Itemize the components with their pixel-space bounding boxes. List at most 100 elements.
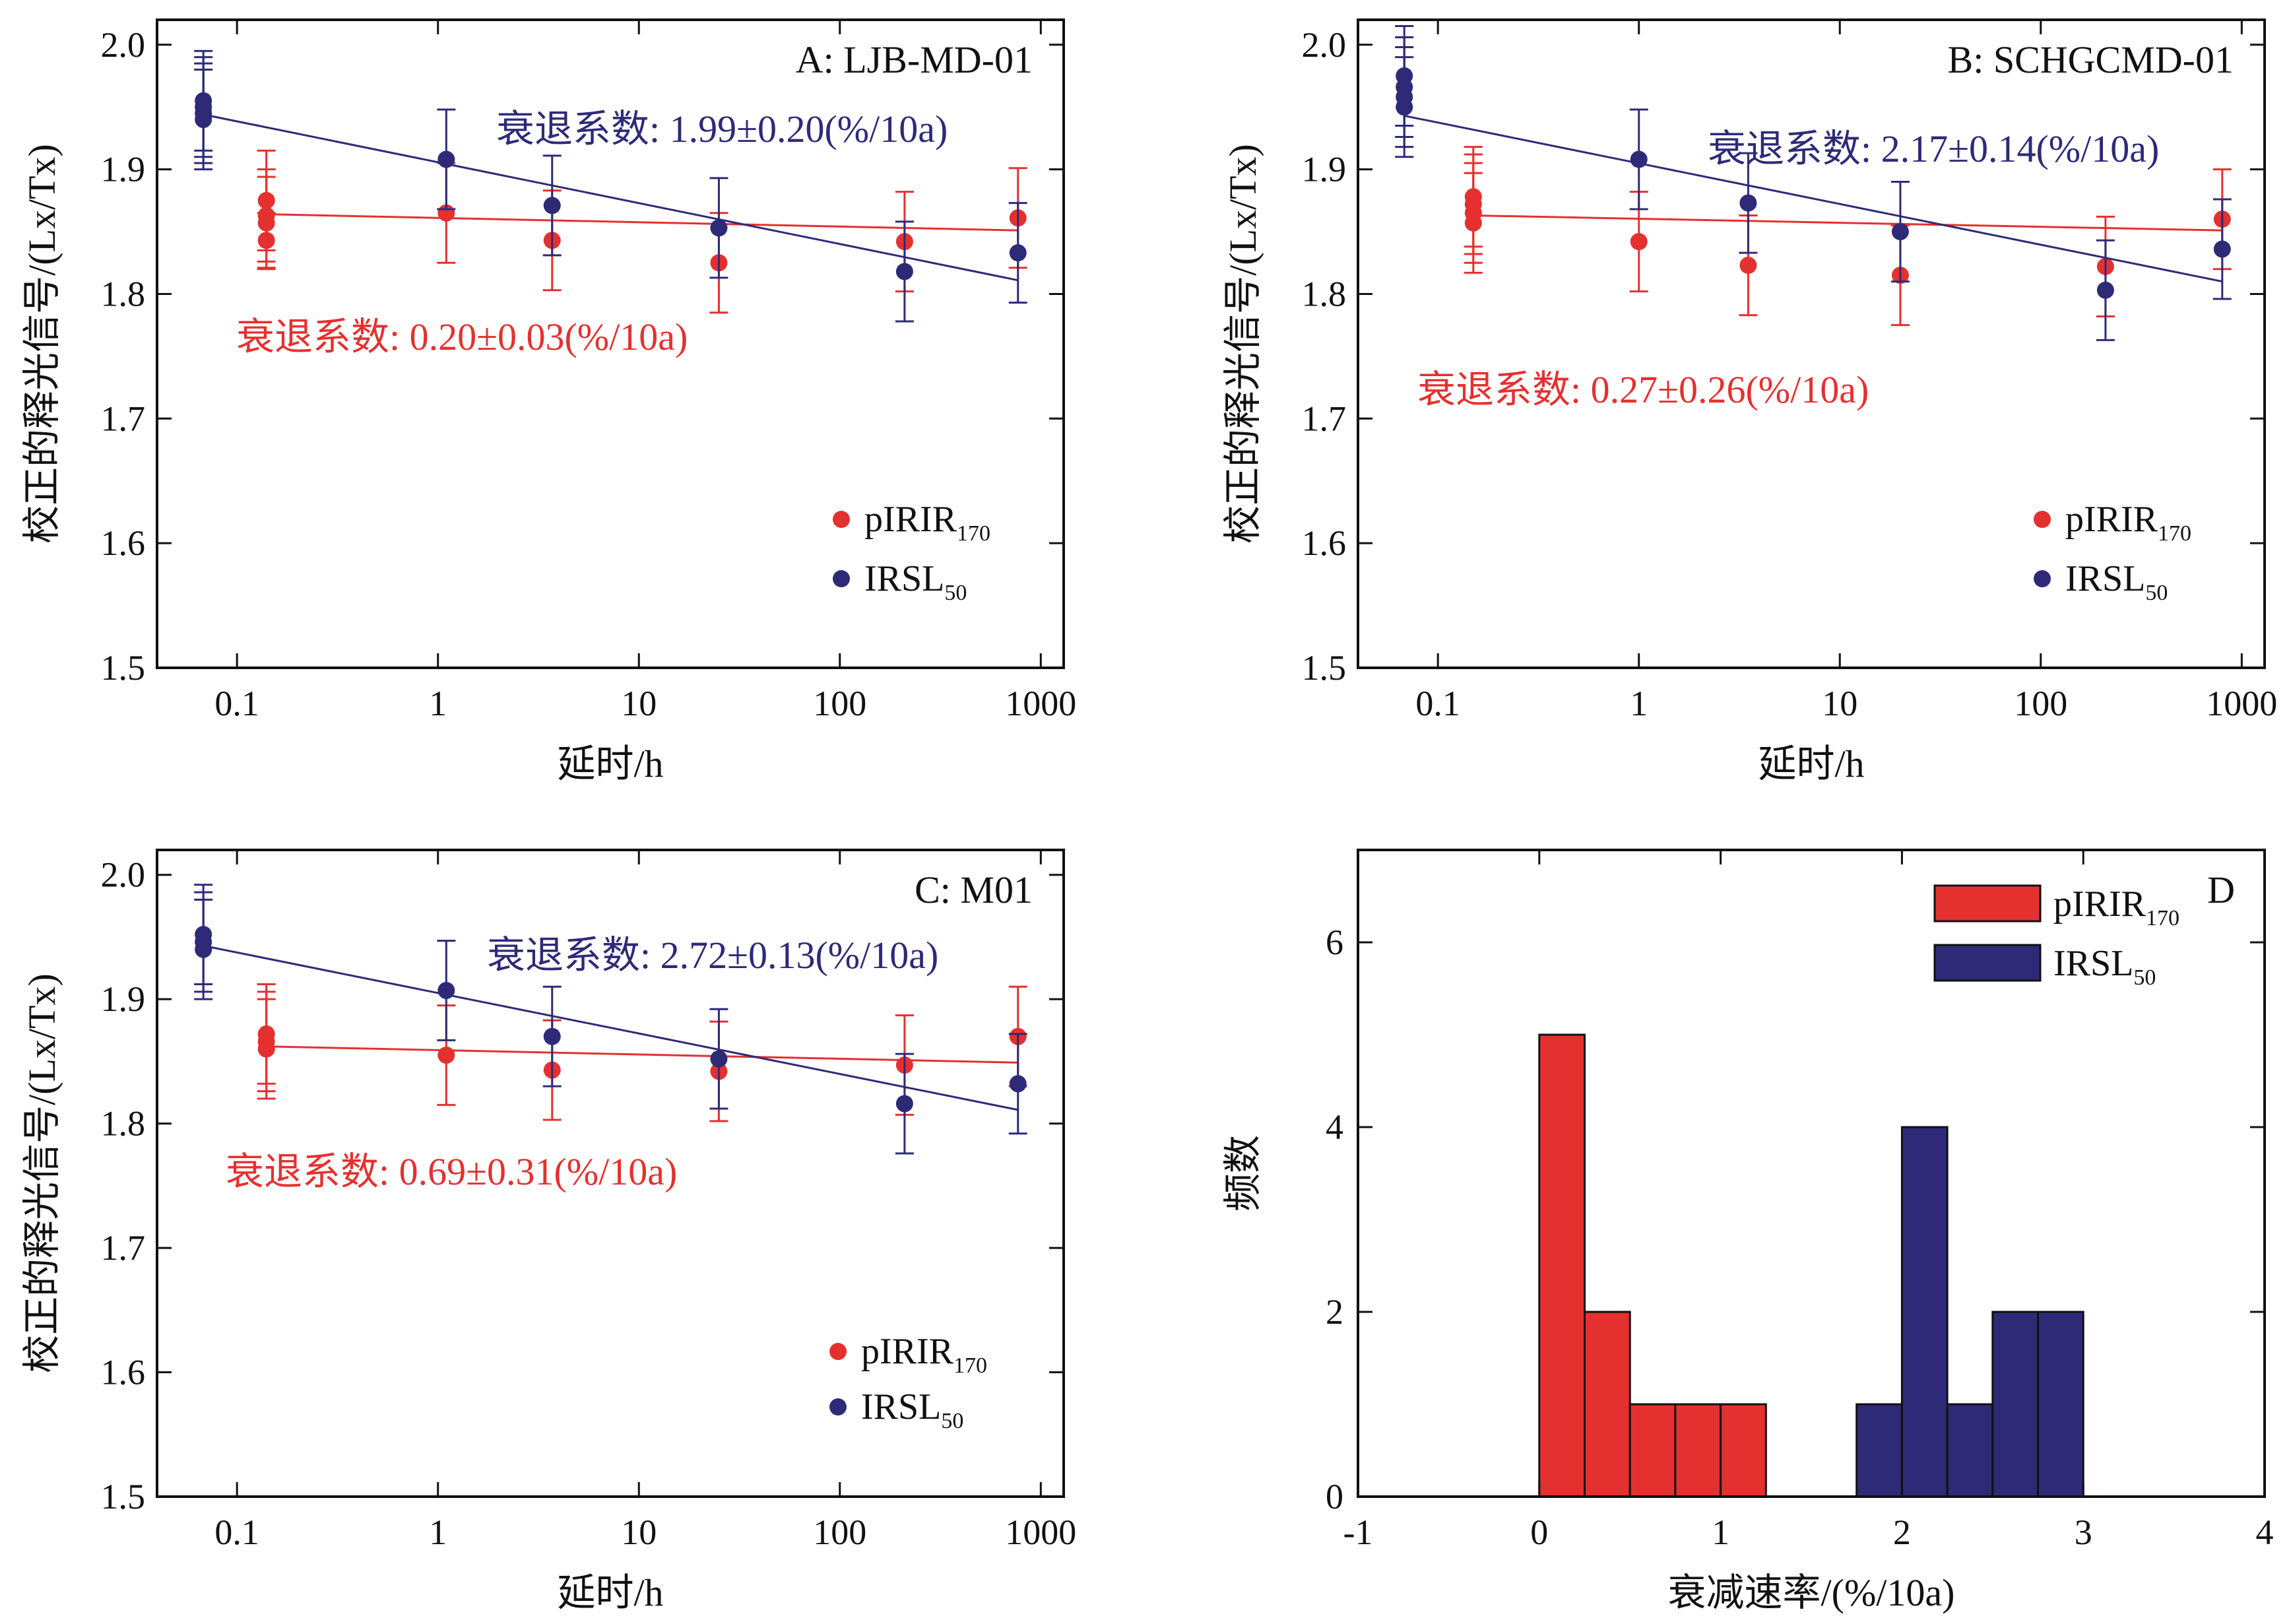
x-tick-label: 100 bbox=[813, 684, 866, 723]
y-tick-label: 2.0 bbox=[1302, 25, 1347, 65]
data-point bbox=[437, 981, 455, 999]
x-tick-label: 0.1 bbox=[1415, 684, 1460, 723]
y-tick-label: 2 bbox=[1326, 1292, 1343, 1332]
decay-annotation: 衰退系数: 0.69±0.31(%/10a) bbox=[226, 1150, 677, 1193]
decay-annotation-prefix: 衰退系数 bbox=[1417, 368, 1570, 411]
decay-annotation-value: : 0.27±0.26(%/10a) bbox=[1570, 368, 1869, 411]
y-tick-label: 2.0 bbox=[101, 855, 146, 895]
data-point bbox=[710, 219, 728, 237]
fit-line bbox=[1473, 214, 2222, 232]
y-tick-label: 1.5 bbox=[1302, 648, 1347, 688]
legend-marker bbox=[2034, 570, 2051, 587]
x-tick-label: 1000 bbox=[1005, 1512, 1076, 1552]
panel-label: D bbox=[2207, 868, 2235, 911]
x-tick-label: 100 bbox=[2014, 684, 2067, 723]
series-irsl: 衰退系数 : 2.17±0.14(%/10a) IRSL50 bbox=[1395, 24, 2232, 605]
histogram-bar bbox=[1946, 1403, 1994, 1498]
legend-marker bbox=[833, 511, 850, 528]
fit-line bbox=[266, 213, 1018, 232]
x-tick-label: 1 bbox=[1630, 684, 1648, 723]
legend-name: pIRIR bbox=[864, 499, 957, 540]
fit-line bbox=[203, 944, 1019, 1111]
y-tick-label: 1.9 bbox=[1302, 150, 1347, 189]
fit-line bbox=[266, 1045, 1018, 1064]
legend-subscript: 170 bbox=[957, 521, 990, 546]
x-tick-label: 1 bbox=[429, 684, 447, 723]
decay-annotation-prefix: 衰退系数 bbox=[487, 934, 640, 977]
y-tick-label: 0 bbox=[1326, 1477, 1343, 1516]
histogram-bar bbox=[1584, 1311, 1631, 1498]
data-point bbox=[1009, 1075, 1027, 1093]
y-tick-label: 1.7 bbox=[101, 1228, 146, 1268]
series-pirir bbox=[1538, 1033, 1767, 1498]
y-tick-label: 1.6 bbox=[101, 523, 146, 563]
legend-marker bbox=[829, 1398, 847, 1415]
x-axis-title: 延时/h bbox=[557, 742, 663, 785]
legend-swatch bbox=[1933, 944, 2042, 982]
decay-annotation-value: : 2.72±0.13(%/10a) bbox=[640, 934, 938, 977]
data-point bbox=[257, 191, 275, 209]
data-point bbox=[2213, 240, 2231, 258]
fit-line bbox=[1404, 114, 2223, 283]
series-pirir: 衰退系数: 0.69±0.31(%/10a) pIRIR170 bbox=[226, 983, 1027, 1378]
legend-label: IRSL50 bbox=[2065, 558, 2168, 605]
panel-label: A: LJB-MD-01 bbox=[796, 38, 1033, 81]
data-point bbox=[1891, 223, 1909, 241]
legend-subscript: 170 bbox=[2158, 521, 2191, 546]
legend-label: pIRIR170 bbox=[861, 1331, 987, 1378]
decay-annotation: 衰退系数: 0.20±0.03(%/10a) bbox=[236, 315, 688, 358]
decay-annotation-value: : 0.20±0.03(%/10a) bbox=[389, 315, 688, 358]
decay-annotation-value: : 2.17±0.14(%/10a) bbox=[1861, 127, 2159, 170]
plot-frame bbox=[1357, 849, 2266, 1498]
x-tick-label: 1000 bbox=[2206, 684, 2277, 723]
legend-label: IRSL50 bbox=[861, 1386, 963, 1433]
data-point bbox=[1630, 233, 1648, 251]
legend-marker bbox=[829, 1343, 847, 1360]
histogram-bar bbox=[1991, 1311, 2040, 1498]
y-tick-label: 4 bbox=[1326, 1107, 1343, 1147]
legend-name: pIRIR bbox=[2065, 499, 2158, 540]
decay-annotation-value: : 0.69±0.31(%/10a) bbox=[379, 1150, 677, 1193]
series-irsl: 衰退系数: 2.72±0.13(%/10a) IRSL50 bbox=[194, 884, 1027, 1433]
decay-annotation-prefix: 衰退系数 bbox=[496, 108, 649, 150]
data-point bbox=[895, 1095, 913, 1113]
y-tick-label: 1.9 bbox=[101, 979, 146, 1019]
y-tick-label: 2.0 bbox=[101, 25, 146, 65]
legend-subscript: 170 bbox=[2146, 906, 2179, 930]
y-tick-label: 1.8 bbox=[1302, 274, 1347, 313]
y-tick-label: 1.7 bbox=[1302, 399, 1347, 438]
data-point bbox=[895, 263, 913, 280]
x-tick-label: 10 bbox=[1822, 684, 1857, 723]
legend-label: pIRIR170 bbox=[864, 499, 990, 546]
legend-label: pIRIR170 bbox=[2053, 884, 2179, 930]
panel-label: B: SCHGCMD-01 bbox=[1948, 38, 2234, 81]
y-tick-label: 6 bbox=[1326, 923, 1343, 962]
series-pirir: 衰退系数: 0.20±0.03(%/10a) pIRIR170 bbox=[236, 149, 1027, 546]
data-point bbox=[195, 926, 212, 944]
data-point bbox=[710, 1050, 728, 1068]
legend-label: pIRIR170 bbox=[2065, 499, 2191, 546]
legend-label: IRSL50 bbox=[864, 558, 967, 605]
y-axis-title: 校正的释光信号/(Lx/Tx) bbox=[20, 973, 63, 1373]
histogram-bar bbox=[1720, 1403, 1767, 1498]
decay-annotation: 衰退系数: 2.72±0.13(%/10a) bbox=[487, 934, 938, 977]
decay-annotation: 衰退系数: 1.99±0.20(%/10a) bbox=[496, 108, 948, 150]
histogram-bar bbox=[1538, 1033, 1586, 1498]
x-tick-label: 10 bbox=[621, 684, 657, 723]
panel-a: 0.1 1 10 100 1000 1.5 1.6 1.7 1.8 1.9 2.0 延时/h 校正的释光… bbox=[20, 18, 1076, 785]
panel-c: 0.1 1 10 100 1000 1.5 1.6 1.7 1.8 1.9 2.0 延时/h 校正的释光… bbox=[20, 849, 1076, 1614]
x-tick-label: 1 bbox=[1712, 1512, 1729, 1552]
y-tick-label: 1.8 bbox=[101, 1104, 146, 1144]
data-point bbox=[2096, 281, 2114, 299]
data-point bbox=[1739, 257, 1757, 275]
legend-subscript: 50 bbox=[941, 1409, 963, 1433]
legend-subscript: 50 bbox=[944, 581, 967, 605]
x-axis-title: 延时/h bbox=[557, 1571, 663, 1614]
legend-label: IRSL50 bbox=[2053, 943, 2156, 990]
legend-name: pIRIR bbox=[2053, 884, 2146, 925]
histogram-bar bbox=[1855, 1403, 1903, 1498]
data-point bbox=[437, 150, 455, 168]
series-irsl: 衰退系数: 1.99±0.20(%/10a) IRSL50 bbox=[194, 49, 1027, 605]
